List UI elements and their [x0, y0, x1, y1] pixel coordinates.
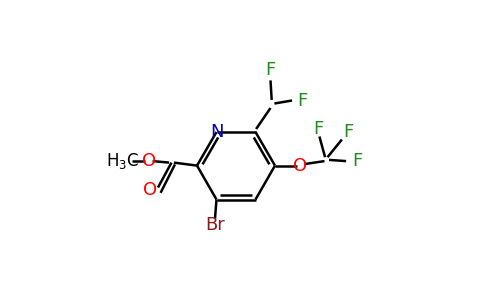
Text: O: O	[142, 152, 156, 170]
Text: O: O	[143, 181, 158, 199]
Text: F: F	[352, 152, 362, 170]
Text: F: F	[297, 92, 307, 110]
Text: F: F	[343, 123, 353, 141]
Text: O: O	[293, 157, 307, 175]
Text: N: N	[210, 123, 223, 141]
Text: Br: Br	[205, 216, 225, 234]
Text: F: F	[313, 120, 324, 138]
Text: H$_3$C: H$_3$C	[106, 151, 139, 171]
Text: F: F	[265, 61, 275, 79]
